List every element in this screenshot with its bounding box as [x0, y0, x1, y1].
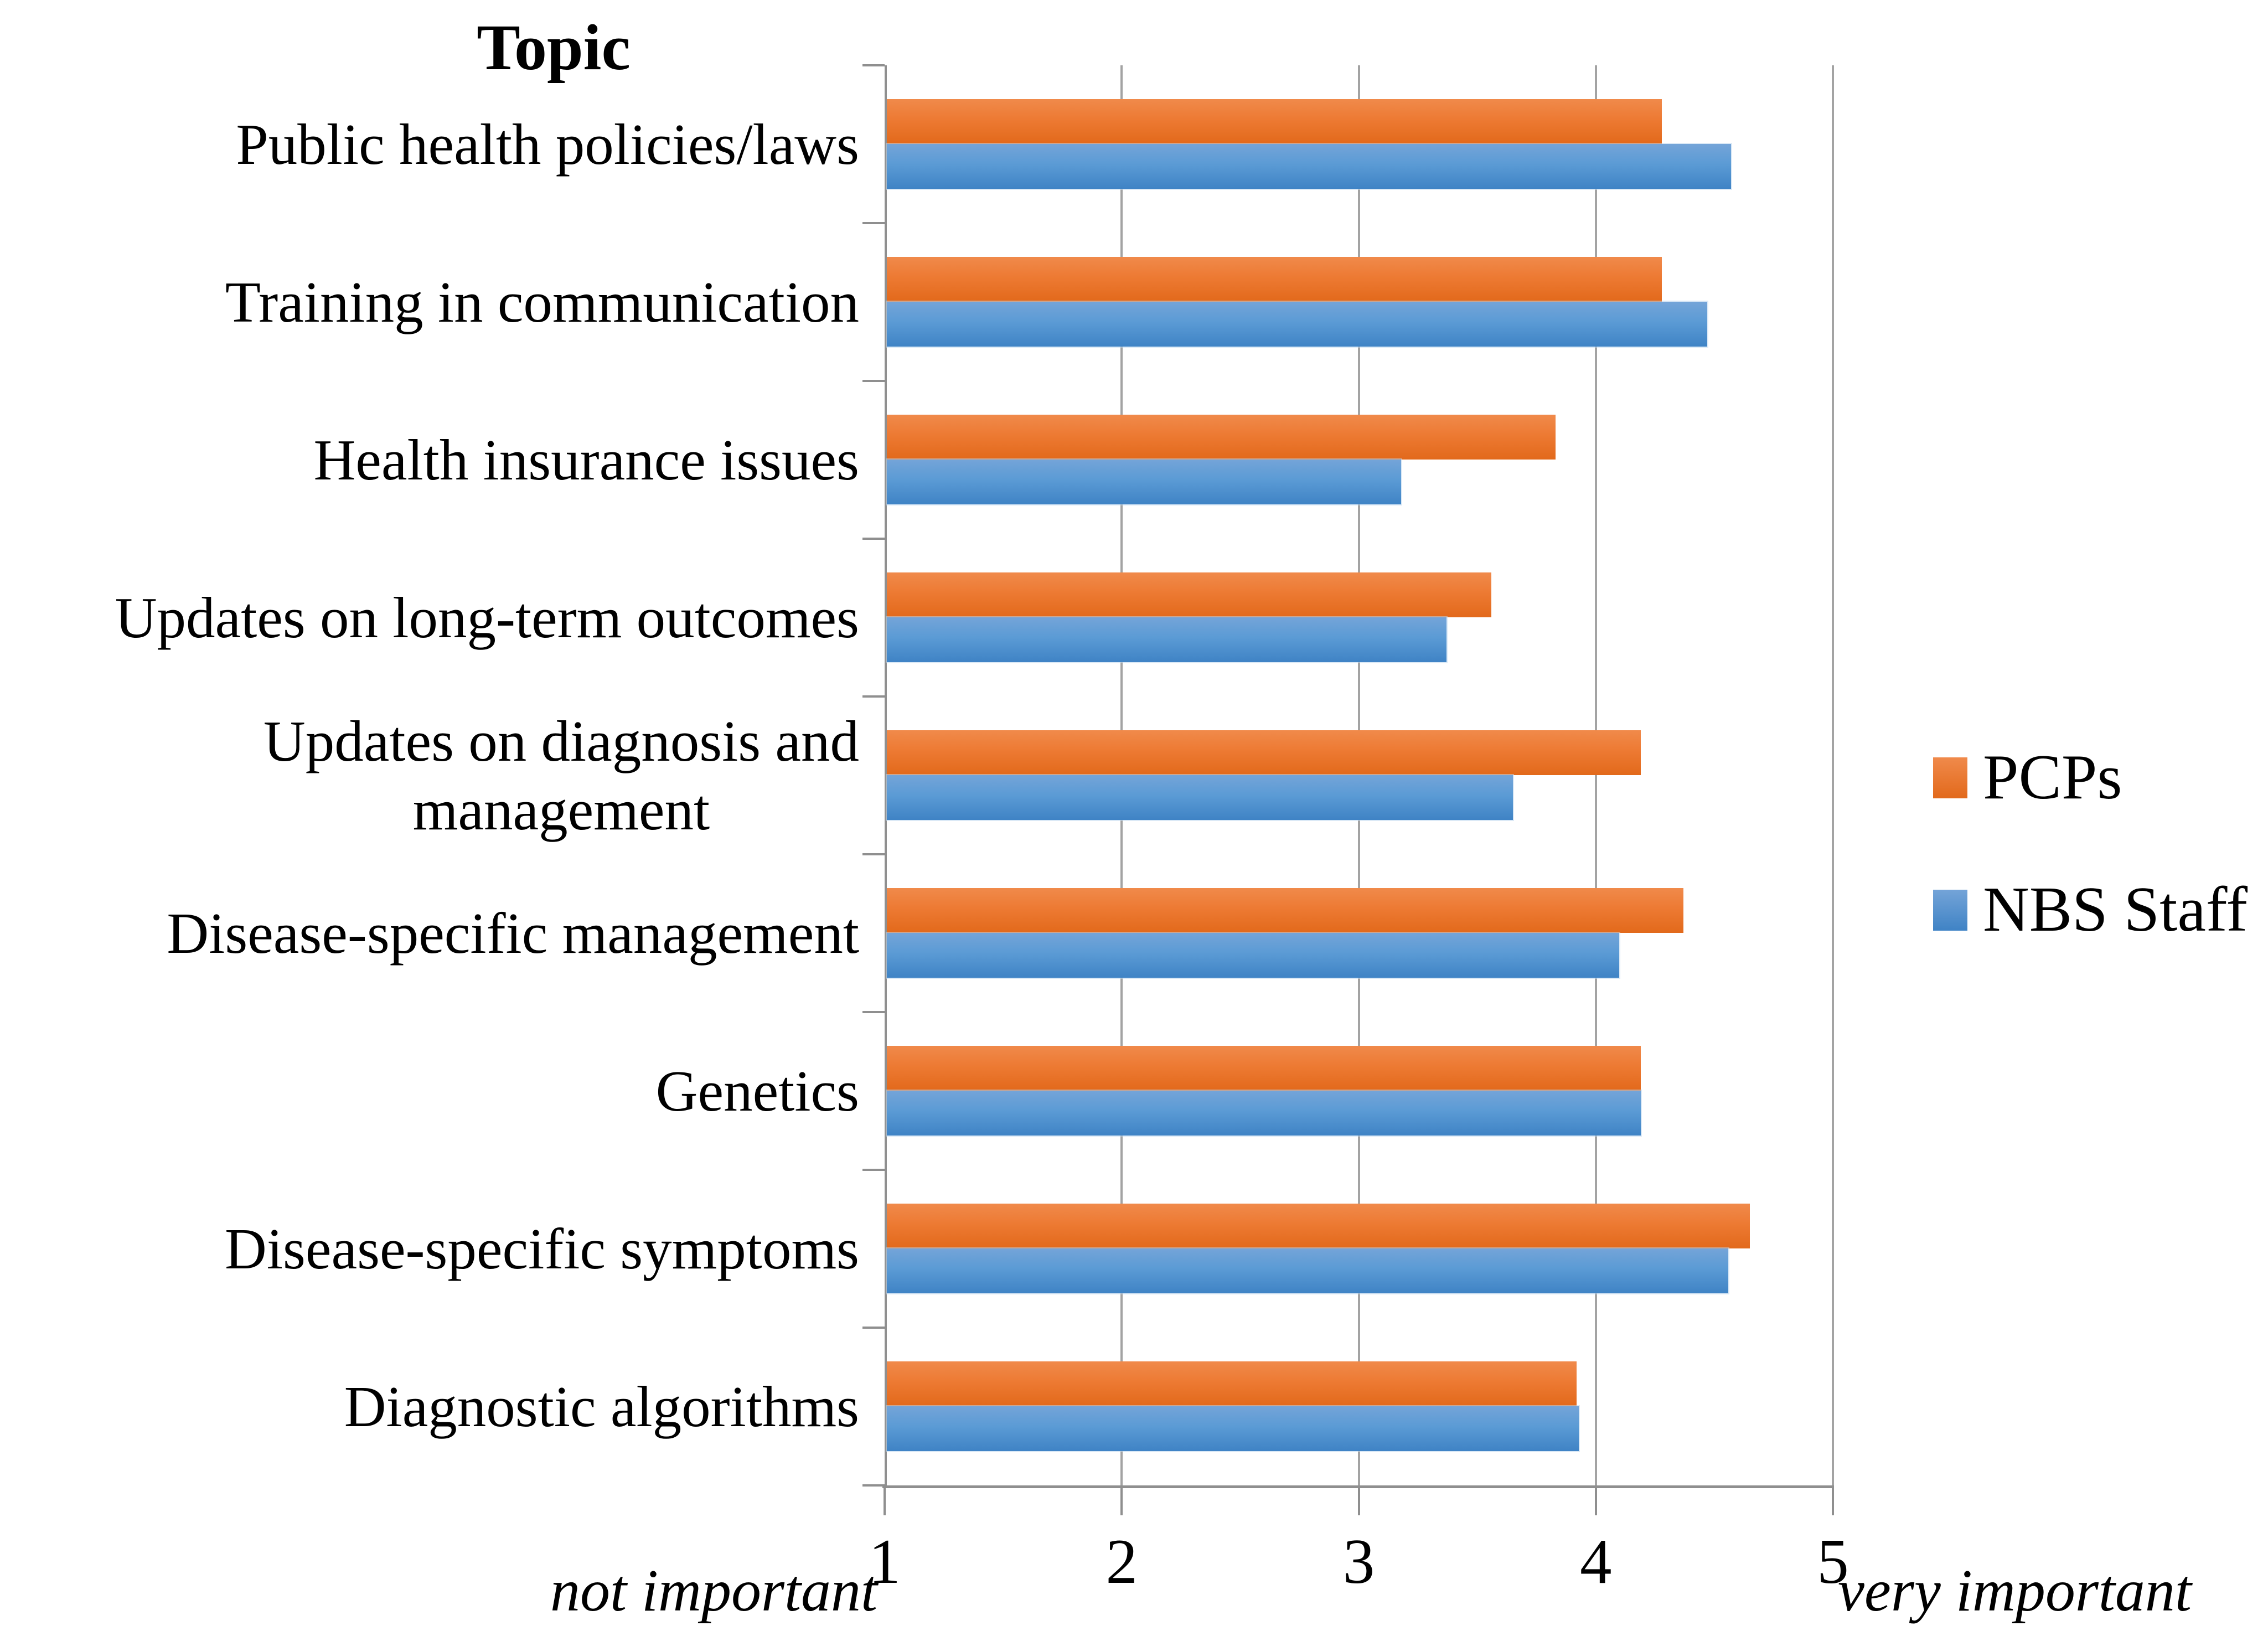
value-axis-tick-label: 4 — [1580, 1526, 1612, 1597]
category-axis-tick — [862, 380, 885, 382]
bar-pcps-7 — [887, 1046, 1641, 1091]
axis-annotation-very-important: very important — [1838, 1558, 2192, 1624]
gridline-x5 — [1832, 65, 1834, 1485]
category-label: Disease-specific symptoms — [225, 1216, 859, 1281]
category-label: Updates on diagnosis and management — [263, 708, 859, 842]
category-label: Health insurance issues — [313, 427, 859, 492]
category-label: Genetics — [655, 1058, 859, 1123]
category-label: Diagnostic algorithms — [344, 1374, 859, 1439]
chart-title: Topic — [477, 11, 631, 84]
value-axis-tick — [884, 1485, 886, 1515]
bar-nbs-staff-5 — [887, 775, 1513, 820]
category-axis-tick — [862, 1011, 885, 1013]
pcps-swatch-icon — [1933, 757, 1967, 798]
category-axis-tick — [862, 1484, 885, 1487]
legend-label-pcps: PCPs — [1983, 742, 2122, 813]
category-axis-line — [885, 65, 887, 1485]
bar-nbs-staff-1 — [887, 144, 1731, 189]
value-axis-tick-label: 5 — [1817, 1526, 1849, 1597]
bar-nbs-staff-7 — [887, 1091, 1641, 1136]
category-axis-tick — [862, 222, 885, 224]
value-axis-tick-label: 2 — [1105, 1526, 1138, 1597]
bar-nbs-staff-8 — [887, 1248, 1729, 1293]
bar-nbs-staff-3 — [887, 460, 1402, 504]
legend-item-pcps: PCPs — [1933, 741, 2248, 814]
axis-annotation-not-important: not important — [550, 1558, 877, 1624]
bar-nbs-staff-6 — [887, 933, 1620, 978]
category-label: Public health policies/laws — [236, 111, 859, 177]
gridline-x4 — [1594, 65, 1597, 1485]
value-axis-tick — [1120, 1485, 1123, 1515]
category-axis-tick — [862, 538, 885, 540]
legend-label-nbs-staff: NBS Staff — [1983, 874, 2248, 945]
bar-pcps-2 — [887, 257, 1662, 302]
category-label: Disease-specific management — [167, 900, 859, 966]
bar-pcps-6 — [887, 888, 1683, 933]
legend-item-nbs-staff: NBS Staff — [1933, 873, 2248, 947]
bar-nbs-staff-2 — [887, 302, 1707, 347]
category-axis-tick — [862, 853, 885, 855]
category-axis-tick — [862, 1327, 885, 1329]
plot-area — [862, 64, 1834, 1515]
value-axis-tick — [1832, 1485, 1834, 1515]
bar-nbs-staff-4 — [887, 617, 1446, 662]
bar-pcps-1 — [887, 99, 1662, 144]
bar-pcps-8 — [887, 1204, 1750, 1248]
bar-nbs-staff-9 — [887, 1406, 1579, 1451]
nbs-staff-swatch-icon — [1933, 889, 1967, 931]
value-axis-tick — [1357, 1485, 1360, 1515]
category-label: Training in communication — [225, 269, 859, 334]
value-axis-tick-label: 1 — [869, 1526, 901, 1597]
bar-pcps-5 — [887, 730, 1641, 775]
legend: PCPs NBS Staff — [1933, 741, 2248, 1005]
category-axis-tick — [862, 1169, 885, 1171]
value-axis-tick — [1594, 1485, 1597, 1515]
category-axis-tick — [862, 695, 885, 698]
bar-pcps-4 — [887, 572, 1492, 617]
value-axis-tick-label: 3 — [1342, 1526, 1375, 1597]
category-label: Updates on long-term outcomes — [115, 585, 859, 650]
bar-pcps-3 — [887, 415, 1556, 460]
category-axis-tick — [862, 64, 885, 66]
bar-pcps-9 — [887, 1361, 1577, 1406]
